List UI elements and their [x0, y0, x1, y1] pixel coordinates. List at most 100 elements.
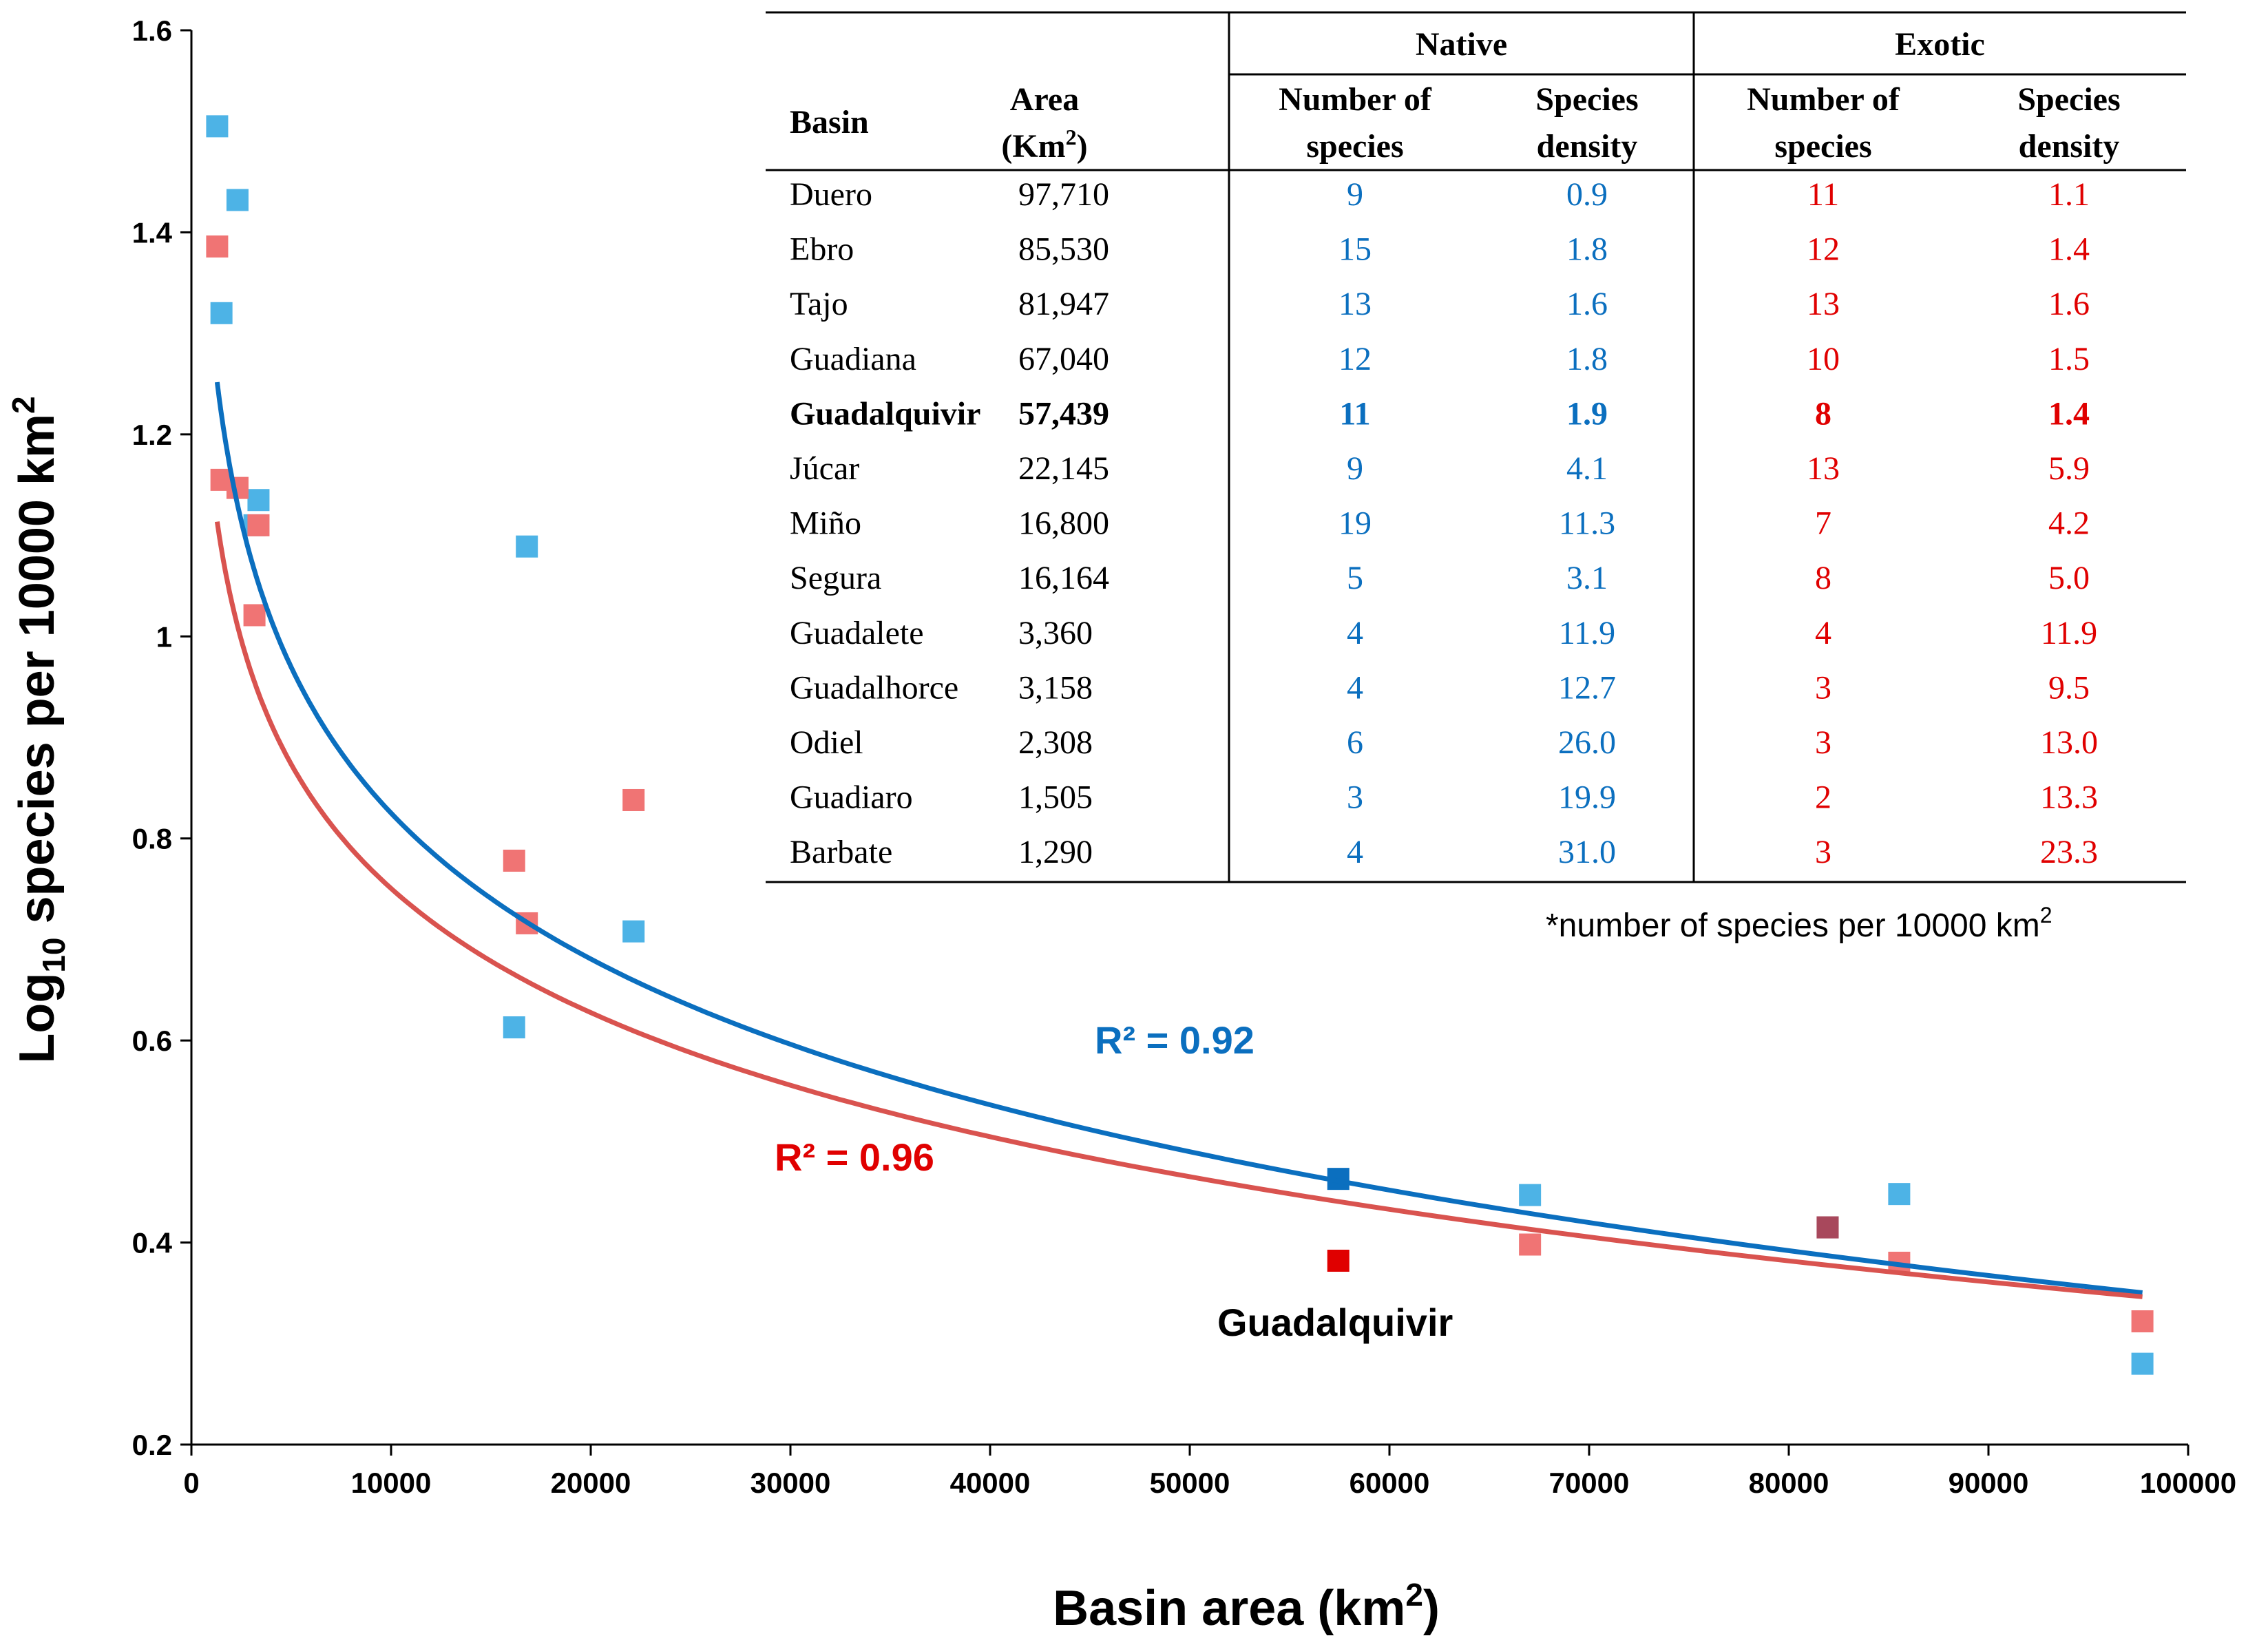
exotic-point: [247, 514, 270, 536]
x-tick-label: 30000: [750, 1467, 831, 1499]
row-area: 67,040: [1018, 341, 1109, 377]
exotic-trendline: [214, 521, 2143, 1299]
native-point: [247, 489, 270, 512]
x-tick-label: 10000: [351, 1467, 432, 1499]
row-area: 1,290: [1018, 834, 1093, 870]
row-area: 57,439: [1018, 395, 1109, 432]
row-native-number: 4: [1347, 834, 1363, 870]
col-header-area-unit: (Km2): [1001, 125, 1087, 165]
row-native-density: 1.9: [1566, 395, 1608, 432]
exotic-point: [2131, 1310, 2154, 1333]
row-exotic-density: 5.9: [2048, 450, 2090, 487]
row-native-density: 4.1: [1566, 450, 1608, 487]
row-area: 97,710: [1018, 176, 1109, 213]
exotic-point: [622, 788, 645, 811]
row-exotic-number: 3: [1815, 724, 1831, 761]
exotic-point: [243, 604, 266, 627]
row-native-number: 13: [1338, 286, 1372, 322]
row-exotic-density: 4.2: [2048, 505, 2090, 542]
row-native-number: 6: [1347, 724, 1363, 761]
species-table: Native Exotic Basin Area (Km2) Number of speci…: [766, 11, 2186, 883]
row-native-density: 11.3: [1559, 505, 1615, 542]
exotic-point: [206, 235, 229, 258]
col-header-nDen: Species: [1535, 81, 1638, 118]
row-exotic-number: 12: [1807, 231, 1840, 268]
y-axis-title: Log10 species per 10000 km2: [6, 396, 72, 1063]
guadalquivir-label: Guadalquivir: [1217, 1301, 1453, 1344]
row-area: 85,530: [1018, 231, 1109, 268]
row-exotic-density: 1.1: [2048, 176, 2090, 213]
row-exotic-density: 11.9: [2041, 615, 2097, 651]
row-native-number: 3: [1347, 779, 1363, 816]
row-native-number: 11: [1339, 395, 1370, 432]
col-header-nDen: density: [1537, 128, 1638, 165]
native-point: [210, 302, 233, 324]
y-tick-label: 0.6: [132, 1025, 172, 1057]
group-header-native: Native: [1416, 26, 1507, 63]
row-exotic-number: 2: [1815, 779, 1831, 816]
y-tick-label: 0.2: [132, 1429, 172, 1461]
row-exotic-number: 13: [1807, 450, 1840, 487]
row-native-density: 3.1: [1566, 560, 1608, 596]
row-basin: Barbate: [790, 834, 892, 870]
row-area: 3,360: [1018, 615, 1093, 651]
row-basin: Guadalete: [790, 615, 924, 651]
row-area: 22,145: [1018, 450, 1109, 487]
row-exotic-density: 9.5: [2048, 669, 2090, 706]
row-exotic-number: 3: [1815, 669, 1831, 706]
row-native-density: 11.9: [1559, 615, 1615, 651]
row-basin: Tajo: [790, 286, 848, 322]
row-area: 1,505: [1018, 779, 1093, 816]
x-tick-label: 40000: [950, 1467, 1031, 1499]
exotic-point: [1816, 1216, 1839, 1239]
row-exotic-number: 11: [1807, 176, 1839, 213]
native-point: [206, 115, 229, 138]
exotic-point: [1519, 1233, 1542, 1256]
row-exotic-density: 1.4: [2048, 395, 2090, 432]
row-area: 2,308: [1018, 724, 1093, 761]
y-tick-label: 0.8: [132, 823, 172, 855]
row-exotic-number: 3: [1815, 834, 1831, 870]
row-exotic-density: 13.3: [2040, 779, 2098, 816]
x-tick-label: 100000: [2140, 1467, 2236, 1499]
row-exotic-density: 5.0: [2048, 560, 2090, 596]
x-tick-label: 20000: [551, 1467, 631, 1499]
row-native-number: 9: [1347, 176, 1363, 213]
row-exotic-density: 23.3: [2040, 834, 2098, 870]
x-tick-label: 80000: [1749, 1467, 1829, 1499]
row-exotic-number: 8: [1815, 395, 1831, 432]
row-native-density: 12.7: [1558, 669, 1616, 706]
row-basin: Odiel: [790, 724, 863, 761]
row-basin: Júcar: [790, 450, 859, 487]
row-exotic-number: 13: [1807, 286, 1840, 322]
row-area: 81,947: [1018, 286, 1109, 322]
native-point: [1519, 1184, 1542, 1206]
r2-native-label: R² = 0.92: [1095, 1018, 1254, 1062]
row-native-number: 9: [1347, 450, 1363, 487]
y-tick-label: 1.4: [132, 216, 173, 249]
row-exotic-density: 1.5: [2048, 341, 2090, 377]
row-basin: Guadiana: [790, 341, 916, 377]
col-header-eDen: density: [2019, 128, 2120, 165]
row-exotic-density: 13.0: [2040, 724, 2098, 761]
row-basin: Ebro: [790, 231, 854, 268]
row-exotic-number: 8: [1815, 560, 1831, 596]
r2-exotic-label: R² = 0.96: [775, 1135, 934, 1179]
col-header-area: Area: [1010, 81, 1079, 118]
x-tick-label: 0: [183, 1467, 199, 1499]
row-native-density: 1.8: [1566, 341, 1608, 377]
row-exotic-density: 1.4: [2048, 231, 2090, 268]
row-area: 16,164: [1018, 560, 1109, 596]
col-header-nNum: Number of: [1279, 81, 1432, 118]
native-trendline: [214, 381, 2143, 1295]
exotic-point: [1327, 1249, 1350, 1272]
col-header-eNum: Number of: [1747, 81, 1900, 118]
row-exotic-number: 10: [1807, 341, 1840, 377]
row-basin: Duero: [790, 176, 872, 213]
row-basin: Miño: [790, 505, 861, 542]
row-native-number: 4: [1347, 615, 1363, 651]
row-basin: Guadalhorce: [790, 669, 958, 706]
row-area: 16,800: [1018, 505, 1109, 542]
row-native-density: 19.9: [1558, 779, 1616, 816]
